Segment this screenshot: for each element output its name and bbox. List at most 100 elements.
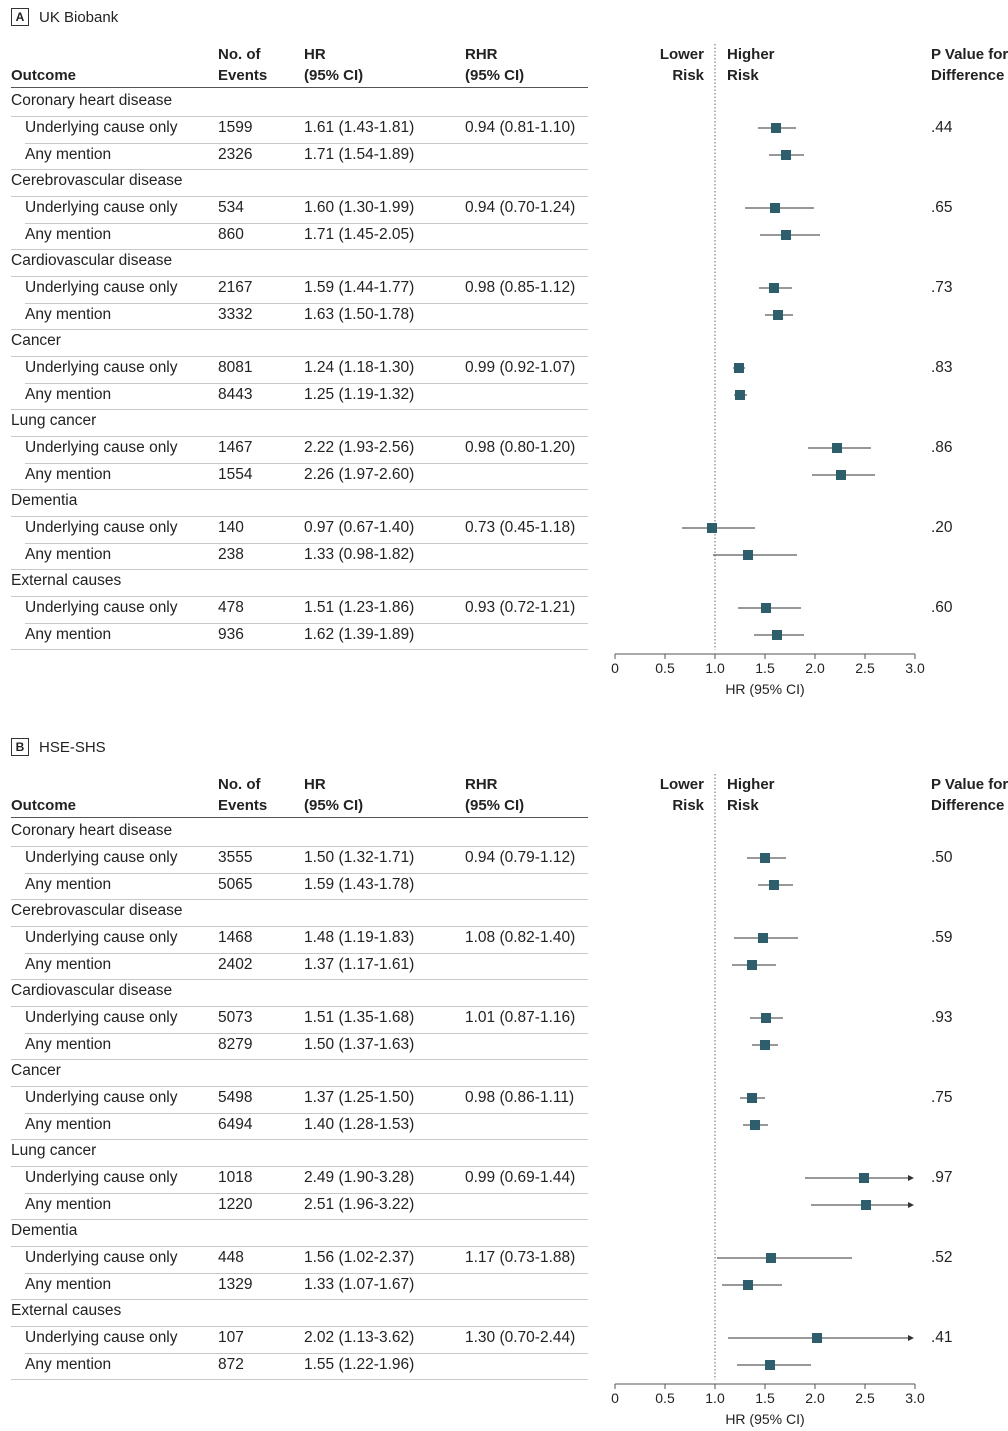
p-value: .60: [931, 599, 953, 616]
hr-marker: [781, 230, 791, 240]
outcome-category: Lung cancer: [11, 412, 97, 429]
row-label: Any mention: [25, 546, 112, 563]
row-label: Underlying cause only: [25, 439, 178, 456]
row-label: Underlying cause only: [25, 199, 178, 216]
row-divider: [11, 329, 588, 330]
row-label: Underlying cause only: [25, 1009, 178, 1026]
row-label: Underlying cause only: [25, 519, 178, 536]
hr-marker: [743, 550, 753, 560]
outcome-category: Cardiovascular disease: [11, 252, 173, 269]
row-label: Any mention: [25, 1036, 112, 1053]
hr-marker: [760, 1040, 770, 1050]
panel-uk-biobank: A UK Biobank Outcome No. of Events HR (95% CI)…: [0, 0, 1008, 700]
row-label: Any mention: [25, 1116, 112, 1133]
hr-value: 2.49 (1.90-3.28): [304, 1169, 415, 1186]
x-tick-label: 1.5: [755, 660, 775, 676]
row-label: Any mention: [25, 1356, 112, 1373]
event-count: 2326: [218, 146, 253, 163]
x-axis-label: HR (95% CI): [725, 681, 804, 697]
x-tick-label: 2.0: [805, 1390, 825, 1406]
event-count: 1554: [218, 466, 253, 483]
row-divider: [11, 356, 588, 357]
event-count: 448: [218, 1249, 244, 1266]
hr-value: 2.22 (1.93-2.56): [304, 439, 415, 456]
header-hr: (95% CI): [304, 797, 364, 814]
row-divider: [25, 303, 588, 304]
p-value: .97: [931, 1169, 953, 1186]
event-count: 936: [218, 626, 244, 643]
event-count: 8443: [218, 386, 253, 403]
hr-value: 1.33 (0.98-1.82): [304, 546, 415, 563]
panel-hse-shs: B HSE-SHS Outcome No. of Events HR (95% CI) RHR…: [0, 730, 1008, 1430]
hr-marker: [743, 1280, 753, 1290]
event-count: 3555: [218, 849, 253, 866]
row-divider: [25, 1273, 588, 1274]
hr-value: 1.60 (1.30-1.99): [304, 199, 415, 216]
event-count: 107: [218, 1329, 244, 1346]
row-divider: [11, 1246, 588, 1247]
row-divider: [11, 899, 588, 900]
hr-value: 1.61 (1.43-1.81): [304, 119, 415, 136]
header-rhr: RHR: [465, 46, 498, 63]
rhr-value: 0.94 (0.70-1.24): [465, 199, 576, 216]
outcome-category: Coronary heart disease: [11, 92, 173, 109]
panel-title: UK Biobank: [39, 8, 119, 26]
hr-marker: [770, 203, 780, 213]
p-value: .41: [931, 1329, 953, 1346]
header-divider: [11, 817, 588, 818]
row-divider: [25, 463, 588, 464]
hr-value: 1.71 (1.45-2.05): [304, 226, 415, 243]
hr-value: 2.02 (1.13-3.62): [304, 1329, 415, 1346]
row-divider: [25, 143, 588, 144]
hr-value: 1.51 (1.35-1.68): [304, 1009, 415, 1026]
hr-value: 1.63 (1.50-1.78): [304, 306, 415, 323]
event-count: 3332: [218, 306, 253, 323]
row-divider: [11, 1059, 588, 1060]
hr-value: 1.59 (1.44-1.77): [304, 279, 415, 296]
rhr-value: 0.98 (0.86-1.11): [465, 1089, 575, 1106]
outcome-category: Cerebrovascular disease: [11, 172, 183, 189]
header-rhr: (95% CI): [465, 67, 525, 84]
row-divider: [25, 953, 588, 954]
p-value: .20: [931, 519, 953, 536]
rhr-value: 1.30 (0.70-2.44): [465, 1329, 576, 1346]
outcome-category: Dementia: [11, 1222, 78, 1239]
row-divider: [11, 1086, 588, 1087]
row-label: Underlying cause only: [25, 929, 178, 946]
row-label: Any mention: [25, 1276, 112, 1293]
header-lower-risk: Risk: [672, 67, 704, 84]
p-value: .86: [931, 439, 953, 456]
event-count: 534: [218, 199, 244, 216]
header-rhr: RHR: [465, 776, 498, 793]
x-axis-label: HR (95% CI): [725, 1411, 804, 1427]
header-higher-risk: Higher: [727, 46, 775, 63]
row-divider: [11, 116, 588, 117]
hr-marker: [836, 470, 846, 480]
hr-value: 1.37 (1.25-1.50): [304, 1089, 415, 1106]
hr-value: 1.62 (1.39-1.89): [304, 626, 415, 643]
header-p-value: P Value for: [931, 776, 1008, 793]
outcome-category: Cardiovascular disease: [11, 982, 173, 999]
event-count: 8279: [218, 1036, 253, 1053]
hr-marker: [765, 1360, 775, 1370]
row-divider: [11, 276, 588, 277]
header-outcome: Outcome: [11, 67, 77, 84]
row-divider: [25, 223, 588, 224]
hr-value: 1.50 (1.32-1.71): [304, 849, 415, 866]
event-count: 5498: [218, 1089, 253, 1106]
row-divider: [25, 383, 588, 384]
p-value: .59: [931, 929, 953, 946]
row-divider: [11, 926, 588, 927]
header-events: Events: [218, 797, 268, 814]
header-events: No. of: [218, 46, 261, 63]
hr-value: 2.26 (1.97-2.60): [304, 466, 415, 483]
x-tick-label: 0.5: [655, 1390, 675, 1406]
header-p-value: Difference: [931, 797, 1005, 814]
row-label: Underlying cause only: [25, 1169, 178, 1186]
row-label: Any mention: [25, 306, 112, 323]
outcome-category: Cancer: [11, 1062, 61, 1079]
hr-value: 1.24 (1.18-1.30): [304, 359, 415, 376]
p-value: .93: [931, 1009, 953, 1026]
event-count: 1599: [218, 119, 253, 136]
row-divider: [25, 1193, 588, 1194]
